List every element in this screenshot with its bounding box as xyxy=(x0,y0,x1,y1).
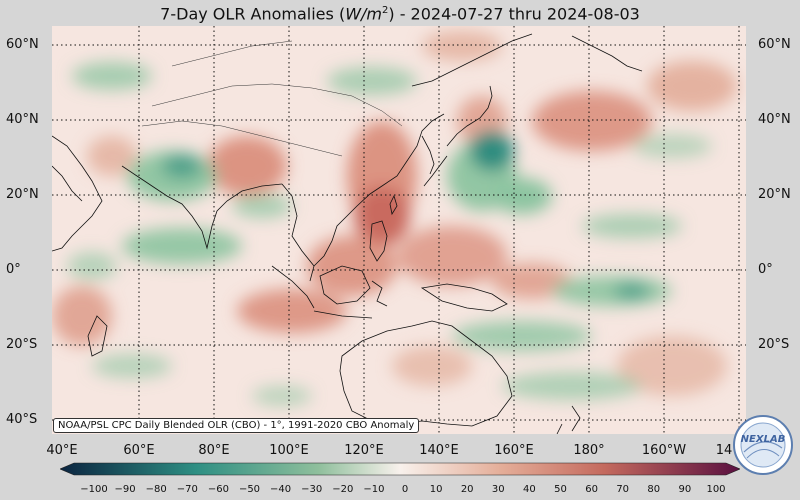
lon-label: 180° xyxy=(573,443,605,458)
colorbar-tick-label: 60 xyxy=(585,484,598,495)
colorbar-tick-label: −10 xyxy=(363,484,385,495)
colorbar: −100 −90 −80 −70 −60 −50 −40 −30 −20 −10 0 10 20 30 40… xyxy=(59,460,741,500)
lat-label-right: 0° xyxy=(758,262,773,277)
colorbar-tick-label: −100 xyxy=(80,484,108,495)
logo-text: NEXLAB xyxy=(741,434,786,445)
lat-label-left: 20°S xyxy=(6,337,38,352)
colorbar-tick-label: 0 xyxy=(401,484,409,495)
lat-label-right: 20°S xyxy=(758,337,790,352)
colorbar-bar xyxy=(59,462,741,476)
map-canvas xyxy=(52,26,746,434)
lon-label: 60°E xyxy=(123,443,155,458)
lon-label: 100°E xyxy=(269,443,309,458)
lon-label: 80°E xyxy=(198,443,230,458)
colorbar-tick-label: −50 xyxy=(238,484,261,495)
colorbar-tick-label: −80 xyxy=(145,484,167,495)
olr-anomaly-map xyxy=(52,26,746,434)
colorbar-tick-label: 80 xyxy=(647,484,661,495)
lon-label: 140°E xyxy=(419,443,459,458)
colorbar-tick-label: −20 xyxy=(332,484,354,495)
colorbar-tick-label: −60 xyxy=(207,484,229,495)
colorbar-tick-label: 90 xyxy=(678,484,692,495)
lon-label: 160°W xyxy=(641,443,687,458)
colorbar-tick-label: −90 xyxy=(114,484,136,495)
colorbar-tick-label: −40 xyxy=(270,484,292,495)
colorbar-tick-label: 70 xyxy=(616,484,630,495)
lat-label-right: 60°N xyxy=(758,37,791,52)
colorbar-tick-label: −30 xyxy=(301,484,323,495)
lon-label: 160°E xyxy=(494,443,534,458)
lon-label: 40°E xyxy=(46,443,78,458)
colorbar-tick-label: 50 xyxy=(554,484,567,495)
colorbar-tick-label: −70 xyxy=(176,484,198,495)
colorbar-tick-label: 20 xyxy=(460,484,474,495)
lat-label-right: 40°N xyxy=(758,112,791,127)
lat-label-left: 60°N xyxy=(6,37,39,52)
colorbar-tick-label: 30 xyxy=(491,484,505,495)
data-source-credit: NOAA/PSL CPC Daily Blended OLR (CBO) - 1… xyxy=(53,418,420,433)
colorbar-tick-label: 100 xyxy=(706,484,726,495)
coastlines xyxy=(52,33,643,434)
lat-label-left: 0° xyxy=(6,262,21,277)
globe-icon: NEXLAB xyxy=(733,415,793,475)
map-title: 7-Day OLR Anomalies (W/m2) - 2024-07-27 … xyxy=(160,4,640,24)
nexlab-logo: NEXLAB xyxy=(732,414,794,476)
colorbar-tick-label: 40 xyxy=(523,484,536,495)
lat-label-left: 20°N xyxy=(6,187,39,202)
lat-label-left: 40°S xyxy=(6,412,38,427)
lat-label-right: 20°N xyxy=(758,187,791,202)
lat-label-left: 40°N xyxy=(6,112,39,127)
lon-label: 120°E xyxy=(344,443,384,458)
lon-label: 14 xyxy=(715,443,733,458)
colorbar-tick-label: 10 xyxy=(429,484,443,495)
